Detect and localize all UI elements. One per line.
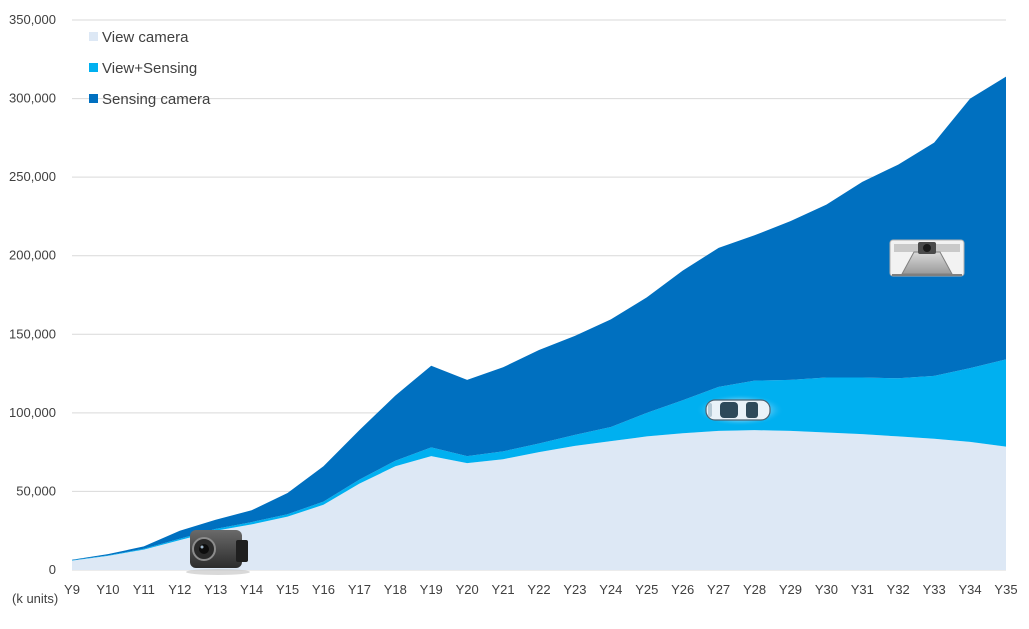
- legend-swatch: [89, 32, 98, 41]
- y-tick-label: 200,000: [9, 248, 56, 263]
- x-tick-label: Y17: [348, 582, 371, 597]
- legend-label: View+Sensing: [102, 60, 197, 77]
- legend-label: Sensing camera: [102, 91, 211, 108]
- x-tick-label: Y24: [599, 582, 622, 597]
- unit-label: (k units): [12, 591, 58, 606]
- x-tick-label: Y31: [851, 582, 874, 597]
- x-tick-label: Y35: [994, 582, 1017, 597]
- x-tick-label: Y30: [815, 582, 838, 597]
- x-tick-label: Y34: [959, 582, 982, 597]
- x-tick-label: Y18: [384, 582, 407, 597]
- y-tick-label: 100,000: [9, 405, 56, 420]
- x-tick-label: Y9: [64, 582, 80, 597]
- legend-label: View camera: [102, 29, 189, 46]
- x-tick-label: Y32: [887, 582, 910, 597]
- area-series-sensing-camera: [72, 76, 1006, 561]
- y-tick-label: 350,000: [9, 12, 56, 27]
- y-axis-tick-labels: 0 50,000 100,000 150,000 200,000 250,000 300,0…: [9, 12, 56, 577]
- x-tick-label: Y21: [492, 582, 515, 597]
- rear-view-camera-icon: [186, 530, 250, 575]
- y-tick-label: 150,000: [9, 326, 56, 341]
- legend-swatch: [89, 94, 98, 103]
- y-tick-label: 300,000: [9, 91, 56, 106]
- car-icon: [696, 394, 784, 426]
- x-tick-label: Y13: [204, 582, 227, 597]
- area-series-layer: [72, 76, 1006, 570]
- y-tick-label: 50,000: [16, 483, 56, 498]
- x-tick-label: Y33: [923, 582, 946, 597]
- x-tick-label: Y23: [563, 582, 586, 597]
- area-series-view-camera: [72, 430, 1006, 570]
- x-tick-label: Y19: [420, 582, 443, 597]
- x-tick-label: Y12: [168, 582, 191, 597]
- x-tick-label: Y14: [240, 582, 263, 597]
- x-tick-label: Y26: [671, 582, 694, 597]
- x-tick-label: Y27: [707, 582, 730, 597]
- x-axis-tick-labels: Y9 Y10 Y11 Y12 Y13 Y14 Y15 Y16 Y17 Y18 Y19 Y20 Y21 Y2…: [64, 582, 1018, 597]
- x-tick-label: Y16: [312, 582, 335, 597]
- x-tick-label: Y20: [456, 582, 479, 597]
- y-tick-label: 250,000: [9, 169, 56, 184]
- x-tick-label: Y11: [133, 582, 155, 597]
- y-tick-label: 0: [49, 562, 56, 577]
- x-tick-label: Y15: [276, 582, 299, 597]
- legend-swatch: [89, 63, 98, 72]
- x-tick-label: Y29: [779, 582, 802, 597]
- legend: View camera View+Sensing Sensing camera: [89, 29, 211, 108]
- x-tick-label: Y10: [96, 582, 119, 597]
- windshield-sensing-camera-icon: [889, 239, 965, 277]
- x-tick-label: Y22: [527, 582, 550, 597]
- x-tick-label: Y28: [743, 582, 766, 597]
- x-tick-label: Y25: [635, 582, 658, 597]
